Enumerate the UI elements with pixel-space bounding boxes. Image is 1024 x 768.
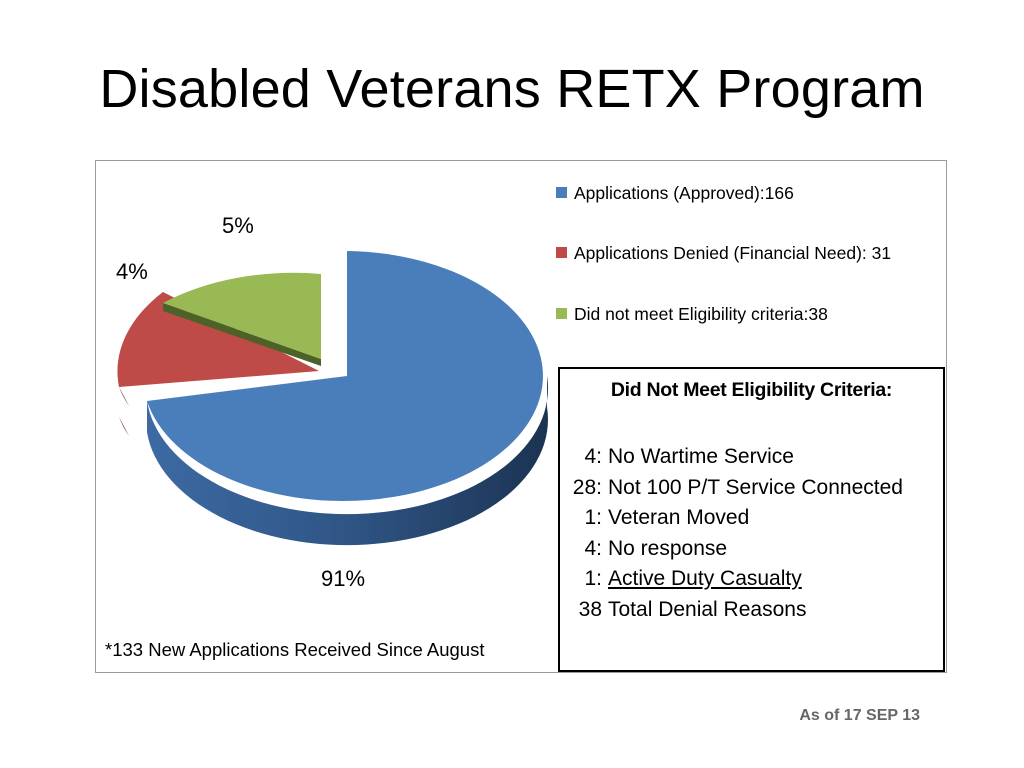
legend-swatch-approved bbox=[556, 187, 567, 198]
legend-item-ineligible: Did not meet Eligibility criteria:38 bbox=[556, 304, 828, 325]
legend-item-denied: Applications Denied (Financial Need): 31 bbox=[556, 243, 891, 264]
legend-label-ineligible: Did not meet Eligibility criteria:38 bbox=[574, 304, 828, 324]
pct-label-approved: 91% bbox=[321, 566, 365, 591]
as-of-date: As of 17 SEP 13 bbox=[799, 707, 920, 724]
pie-slice-denied-side bbox=[119, 387, 129, 436]
criteria-count: 4: bbox=[584, 537, 602, 560]
pie-chart: 5% 4% 91% bbox=[116, 213, 548, 591]
criteria-reason: Not 100 P/T Service Connected bbox=[608, 476, 903, 499]
criteria-row: 4: No Wartime Service bbox=[560, 445, 794, 469]
criteria-row: 1: Active Duty Casualty bbox=[560, 567, 802, 591]
criteria-heading: Did Not Meet Eligibility Criteria: bbox=[610, 379, 893, 401]
criteria-row: 4: No response bbox=[560, 537, 727, 561]
criteria-reason: Veteran Moved bbox=[608, 506, 750, 529]
legend-label-denied: Applications Denied (Financial Need): 31 bbox=[574, 243, 892, 263]
slide-title: Disabled Veterans RETX Program bbox=[99, 59, 925, 119]
pie-slice-approved bbox=[147, 251, 543, 501]
pie-slice-ineligible-side bbox=[163, 303, 321, 366]
criteria-row: 1: Veteran Moved bbox=[560, 506, 749, 530]
criteria-count: 4: bbox=[584, 445, 602, 468]
legend-swatch-denied bbox=[556, 247, 567, 258]
criteria-count: 28: bbox=[572, 476, 602, 499]
pie-slice-approved-side bbox=[147, 376, 548, 546]
criteria-count: 1: bbox=[584, 506, 602, 529]
legend-item-approved: Applications (Approved):166 bbox=[556, 183, 794, 204]
pie-slice-denied bbox=[117, 292, 320, 387]
criteria-reason: No response bbox=[608, 537, 728, 560]
pct-label-ineligible: 5% bbox=[222, 213, 254, 238]
criteria-total-row: 38 Total Denial Reasons bbox=[560, 598, 807, 622]
eligibility-criteria-box: Did Not Meet Eligibility Criteria: 4: No … bbox=[558, 367, 945, 672]
criteria-count: 1: bbox=[584, 567, 602, 590]
legend-label-approved: Applications (Approved):166 bbox=[574, 183, 794, 203]
legend-swatch-ineligible bbox=[556, 308, 567, 319]
criteria-row: 28: Not 100 P/T Service Connected bbox=[560, 476, 903, 500]
chart-footnote: *133 New Applications Received Since Aug… bbox=[105, 639, 485, 660]
criteria-reason: Active Duty Casualty bbox=[608, 567, 802, 590]
pct-label-denied: 4% bbox=[116, 259, 148, 284]
criteria-reason: No Wartime Service bbox=[608, 445, 794, 468]
pie-slice-ineligible bbox=[163, 272, 321, 359]
chart-area: 5% 4% 91% Applications (Approved):166 Ap… bbox=[95, 160, 947, 673]
criteria-total-label: Total Denial Reasons bbox=[608, 598, 807, 621]
criteria-total-count: 38 bbox=[578, 598, 602, 621]
